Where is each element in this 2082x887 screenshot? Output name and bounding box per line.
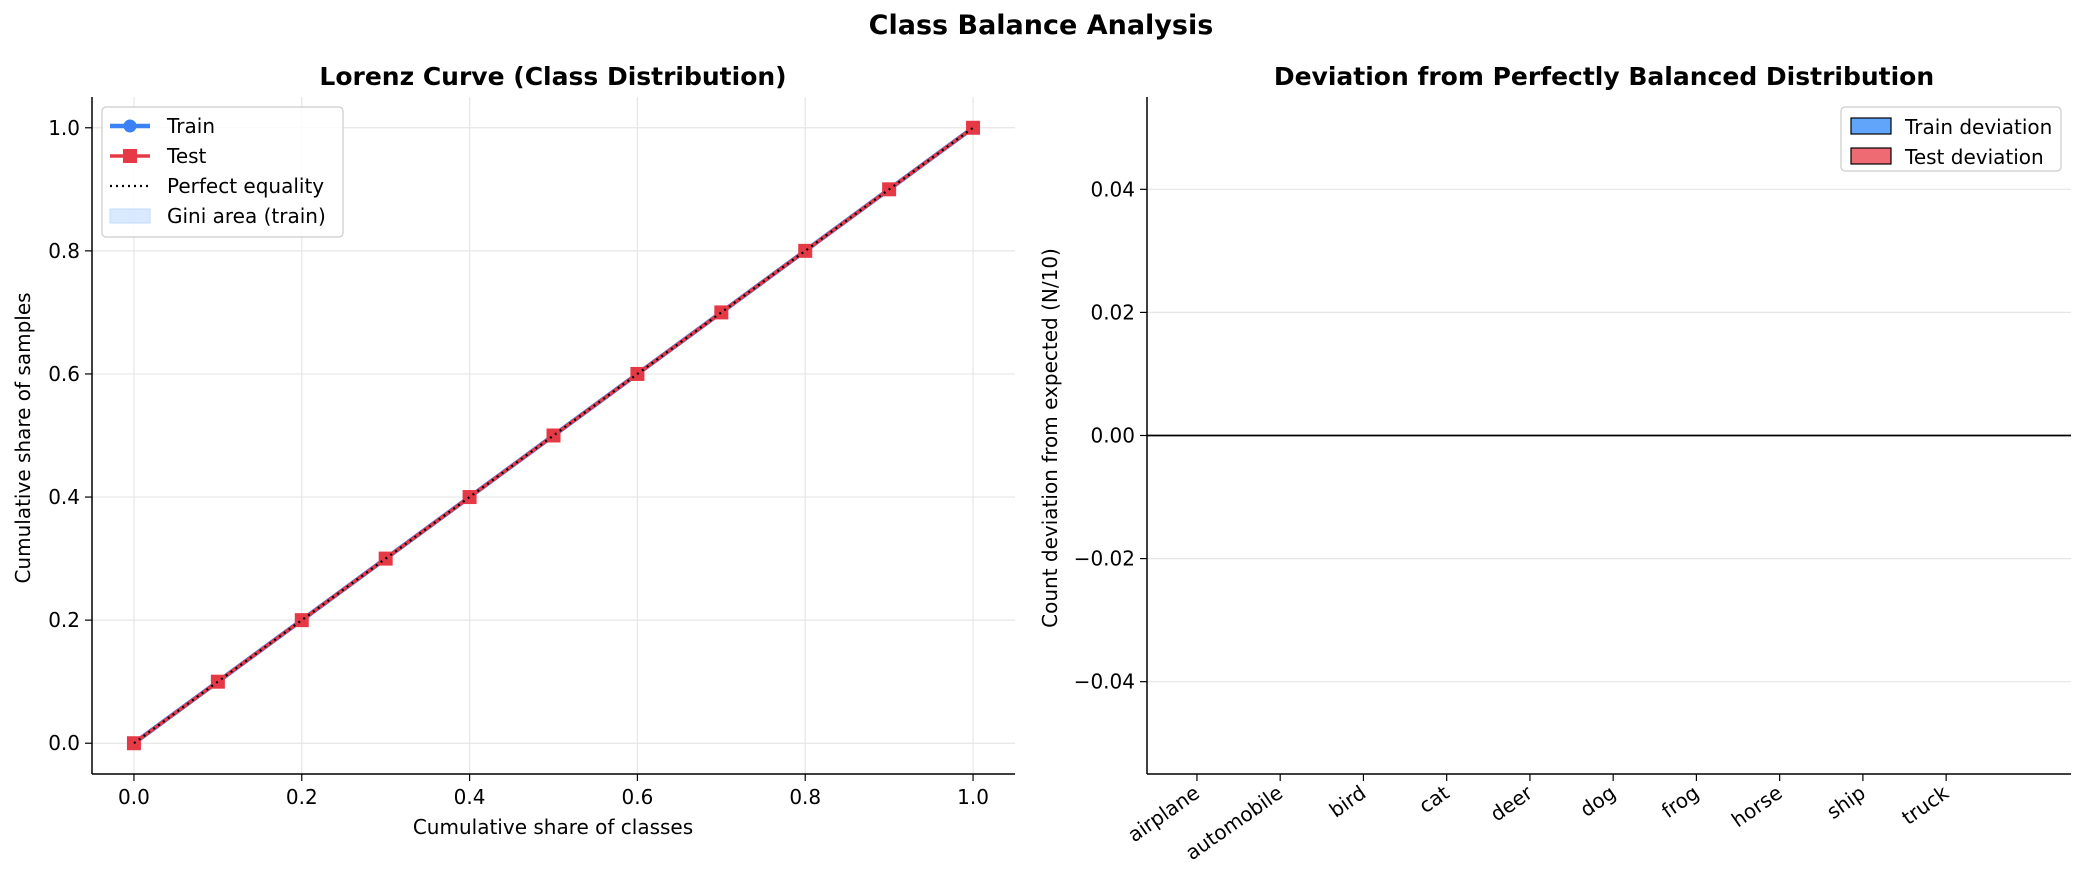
lorenz-axes (91, 97, 1015, 775)
deviation-title: Deviation from Perfectly Balanced Distri… (1274, 62, 1934, 91)
legend-frame (101, 106, 344, 238)
x-tick-label: horse (1727, 780, 1787, 832)
x-tick-label: 0.0 (118, 785, 150, 809)
y-tick-label: 0.4 (48, 485, 80, 509)
x-tick-label: bird (1325, 780, 1371, 822)
lorenz-legend: Train Test Perfect equality Gini area (trai… (101, 106, 344, 238)
legend-test-label: Test deviation (1904, 145, 2044, 169)
x-tick-label: 0.8 (789, 785, 821, 809)
legend-train-label: Train deviation (1904, 115, 2052, 139)
deviation-panel: −0.04−0.020.000.020.04airplaneautomobile… (1038, 62, 2071, 865)
legend-train-marker (123, 119, 137, 133)
y-tick-label: −0.04 (1074, 670, 1135, 694)
test-point (294, 613, 309, 628)
test-point (546, 428, 561, 443)
deviation-ticks: −0.04−0.020.000.020.04airplaneautomobile… (1074, 177, 1954, 865)
lorenz-y-axis-label: Cumulative share of samples (11, 292, 35, 583)
y-tick-label: 0.8 (48, 239, 80, 263)
x-tick-label: cat (1414, 780, 1453, 818)
x-tick-label: 0.4 (454, 785, 486, 809)
x-tick-label: 0.6 (622, 785, 654, 809)
x-tick-label: truck (1897, 780, 1953, 829)
legend-equality-label: Perfect equality (167, 174, 324, 198)
legend-test-swatch (1850, 147, 1892, 165)
legend-frame (1840, 106, 2062, 172)
legend-train-label: Train (166, 114, 215, 138)
lorenz-title: Lorenz Curve (Class Distribution) (319, 62, 786, 91)
x-tick-label: 0.2 (286, 785, 318, 809)
x-tick-label: frog (1657, 780, 1703, 822)
test-point (798, 243, 813, 258)
legend-gini-label: Gini area (train) (167, 204, 326, 228)
y-tick-label: 1.0 (48, 116, 80, 140)
deviation-axes (1146, 97, 2071, 775)
y-tick-label: 0.6 (48, 362, 80, 386)
legend-train-swatch (1850, 117, 1892, 135)
y-tick-label: 0.00 (1090, 424, 1135, 448)
x-tick-label: 1.0 (957, 785, 989, 809)
y-tick-label: 0.0 (48, 731, 80, 755)
test-point (966, 120, 981, 135)
lorenz-x-axis-label: Cumulative share of classes (413, 815, 693, 839)
lorenz-curve-panel: 0.0 0.2 0.4 0.6 0.8 1.0 0.0 0.2 0.4 0.6 0.8 1.0 Lor… (11, 62, 1015, 839)
lorenz-markers (126, 120, 981, 751)
legend-test-marker (123, 149, 137, 163)
x-tick-label: dog (1575, 780, 1620, 821)
lorenz-ticks: 0.0 0.2 0.4 0.6 0.8 1.0 0.0 0.2 0.4 0.6 0.8 1.0 (48, 116, 989, 809)
y-tick-label: 0.04 (1090, 177, 1135, 201)
x-tick-label: deer (1486, 780, 1538, 826)
figure-title: Class Balance Analysis (869, 10, 1214, 41)
legend-test-label: Test (166, 144, 207, 168)
y-tick-label: 0.2 (48, 608, 80, 632)
y-tick-label: 0.02 (1090, 300, 1135, 324)
y-tick-label: −0.02 (1074, 547, 1135, 571)
deviation-legend: Train deviation Test deviation (1840, 106, 2062, 172)
x-tick-label: ship (1822, 780, 1870, 823)
legend-gini-swatch (109, 208, 151, 224)
deviation-y-axis-label: Count deviation from expected (N/10) (1038, 248, 1062, 628)
